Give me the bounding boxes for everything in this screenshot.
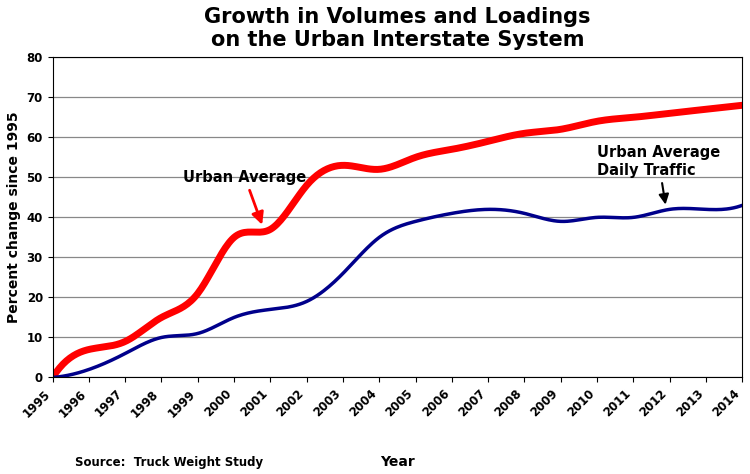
Y-axis label: Percent change since 1995: Percent change since 1995 (7, 111, 21, 323)
Text: Year: Year (380, 455, 415, 469)
Text: Urban Average
Daily Traffic: Urban Average Daily Traffic (597, 145, 720, 202)
Text: Source:  Truck Weight Study: Source: Truck Weight Study (75, 456, 263, 469)
Title: Growth in Volumes and Loadings
on the Urban Interstate System: Growth in Volumes and Loadings on the Ur… (204, 7, 591, 50)
Text: Urban Average: Urban Average (183, 170, 307, 222)
